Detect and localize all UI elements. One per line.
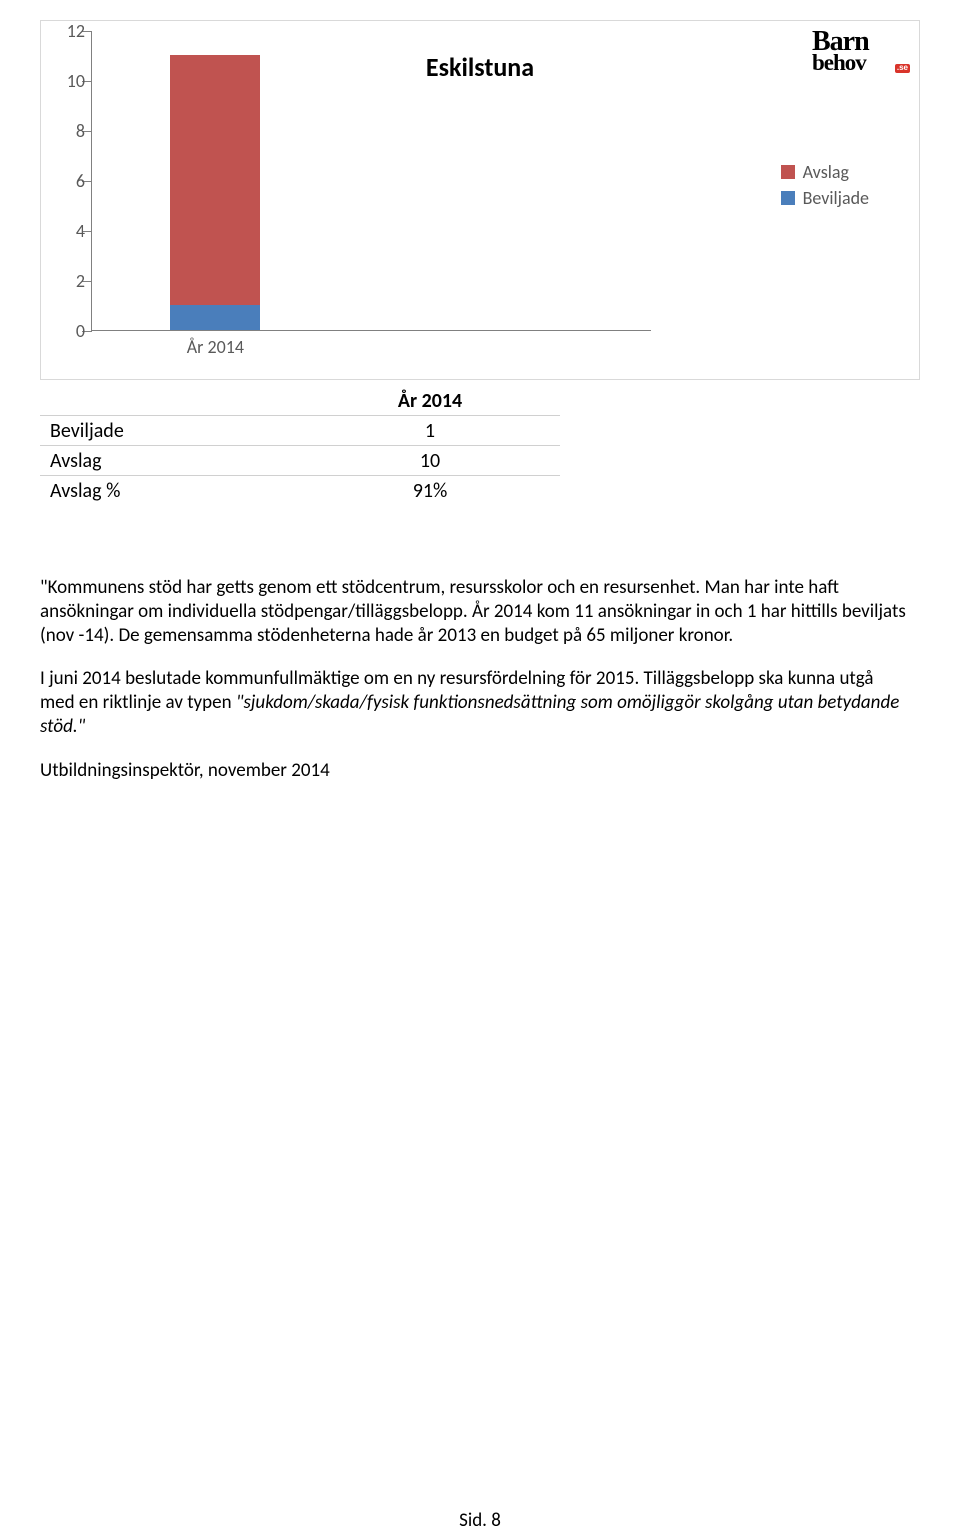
legend-swatch xyxy=(781,191,795,205)
body-text: "Kommunens stöd har getts genom ett stöd… xyxy=(40,576,910,782)
bar-segment xyxy=(170,55,260,305)
chart-container: Barn behov .se Eskilstuna 024681012År 20… xyxy=(40,20,920,380)
y-tick-label: 4 xyxy=(57,220,85,242)
table-cell: 1 xyxy=(330,419,560,443)
y-tick-label: 12 xyxy=(57,20,85,42)
table-row: Avslag 10 xyxy=(40,446,560,476)
table-header-row: År 2014 xyxy=(40,386,560,416)
legend-item: Avslag xyxy=(781,161,869,183)
paragraph: "Kommunens stöd har getts genom ett stöd… xyxy=(40,576,910,647)
y-tick-label: 0 xyxy=(57,320,85,342)
table-cell: Avslag xyxy=(40,449,330,473)
bar-segment xyxy=(170,305,260,330)
table-header-cell: År 2014 xyxy=(330,389,560,413)
paragraph: Utbildningsinspektör, november 2014 xyxy=(40,759,910,783)
legend-label: Avslag xyxy=(803,161,849,183)
y-tick-label: 6 xyxy=(57,170,85,192)
y-tick-label: 10 xyxy=(57,70,85,92)
plot-area: 024681012År 2014 xyxy=(91,31,651,331)
legend-swatch xyxy=(781,165,795,179)
logo-line2: behov xyxy=(812,54,907,73)
page-number: Sid. 8 xyxy=(459,1509,501,1532)
logo-domain: .se xyxy=(895,64,910,73)
data-table: År 2014 Beviljade 1 Avslag 10 Avslag % 9… xyxy=(40,386,560,506)
x-category-label: År 2014 xyxy=(140,336,290,358)
brand-logo: Barn behov .se xyxy=(812,31,907,75)
paragraph: I juni 2014 beslutade kommunfullmäktige … xyxy=(40,667,910,738)
table-cell: Avslag % xyxy=(40,479,330,503)
legend-item: Beviljade xyxy=(781,187,869,209)
table-row: Avslag % 91% xyxy=(40,476,560,506)
chart-legend: Avslag Beviljade xyxy=(781,161,869,213)
y-tick-label: 8 xyxy=(57,120,85,142)
table-cell: Beviljade xyxy=(40,419,330,443)
table-row: Beviljade 1 xyxy=(40,416,560,446)
legend-label: Beviljade xyxy=(803,187,869,209)
table-cell: 91% xyxy=(330,479,560,503)
table-cell: 10 xyxy=(330,449,560,473)
y-tick-label: 2 xyxy=(57,270,85,292)
